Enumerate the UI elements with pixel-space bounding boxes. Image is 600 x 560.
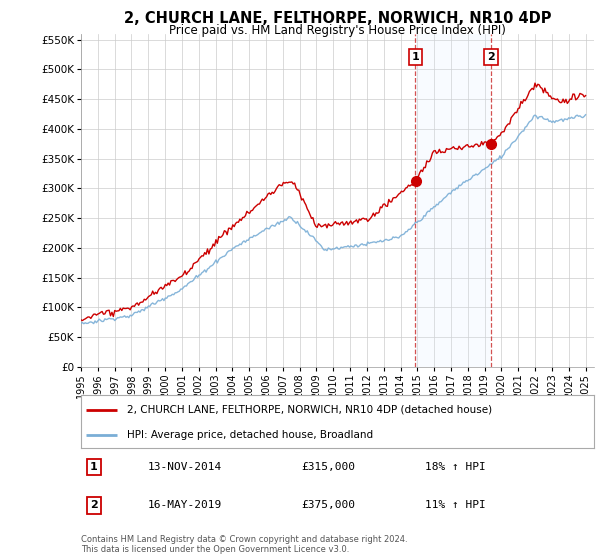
Text: 18% ↑ HPI: 18% ↑ HPI [425,462,485,472]
Text: 1: 1 [90,462,98,472]
Text: 2: 2 [90,501,98,510]
Text: Contains HM Land Registry data © Crown copyright and database right 2024.
This d: Contains HM Land Registry data © Crown c… [81,535,407,554]
Text: HPI: Average price, detached house, Broadland: HPI: Average price, detached house, Broa… [127,430,373,440]
Text: 11% ↑ HPI: 11% ↑ HPI [425,501,485,510]
Text: 2, CHURCH LANE, FELTHORPE, NORWICH, NR10 4DP: 2, CHURCH LANE, FELTHORPE, NORWICH, NR10… [124,11,551,26]
Text: £375,000: £375,000 [302,501,356,510]
Text: 2: 2 [487,52,495,62]
Text: Price paid vs. HM Land Registry's House Price Index (HPI): Price paid vs. HM Land Registry's House … [169,24,506,37]
Text: 2, CHURCH LANE, FELTHORPE, NORWICH, NR10 4DP (detached house): 2, CHURCH LANE, FELTHORPE, NORWICH, NR10… [127,405,492,415]
Text: £315,000: £315,000 [302,462,356,472]
Text: 16-MAY-2019: 16-MAY-2019 [148,501,222,510]
Text: 13-NOV-2014: 13-NOV-2014 [148,462,222,472]
Text: 1: 1 [412,52,419,62]
